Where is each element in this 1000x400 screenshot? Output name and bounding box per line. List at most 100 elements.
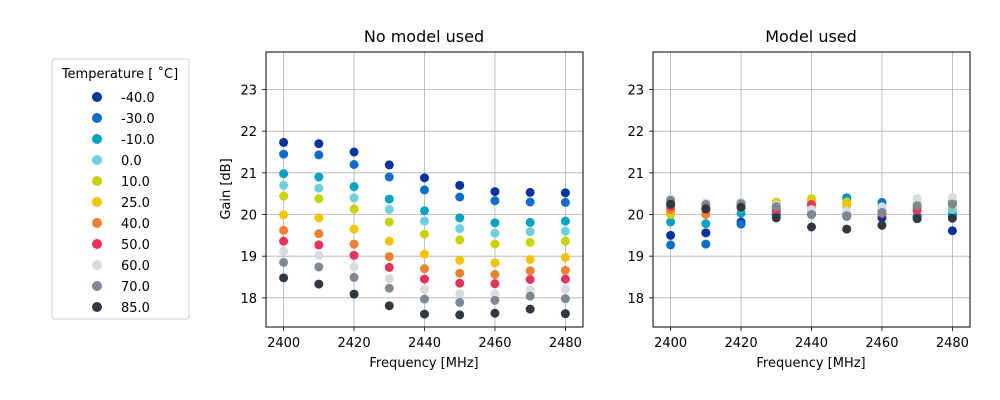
legend-label: 70.0: [121, 280, 150, 295]
x-tick-label: 2480: [549, 336, 582, 351]
data-point: [490, 270, 500, 279]
legend-label: -10.0: [121, 133, 155, 148]
data-point: [420, 274, 429, 284]
data-point: [490, 258, 500, 268]
legend-marker: [92, 302, 102, 312]
y-ticks: 18 19 20 21 22 23: [627, 84, 653, 307]
x-tick-label: 2460: [865, 336, 898, 351]
data-point: [525, 187, 535, 197]
data-point: [420, 229, 429, 239]
data-point: [420, 309, 429, 319]
data-point: [349, 289, 359, 299]
data-point: [384, 172, 394, 182]
data-point: [420, 285, 429, 294]
x-ticks: 2400 2420 2440 2460 2480: [267, 327, 582, 351]
data-point: [279, 191, 289, 201]
data-point: [490, 289, 500, 299]
data-point: [349, 224, 359, 234]
chart-no-model: No model used 2400 2420 2440 2460 2480 18 19 2…: [219, 27, 584, 371]
data-point: [842, 211, 852, 221]
data-point: [947, 213, 957, 223]
y-tick-label: 20: [240, 209, 257, 224]
data-point: [420, 264, 429, 274]
data-point: [947, 192, 957, 202]
x-tick-label: 2460: [478, 336, 511, 351]
data-point: [314, 150, 324, 160]
legend-marker: [92, 92, 102, 102]
data-point: [490, 228, 500, 238]
data-point: [560, 197, 570, 207]
data-point: [666, 217, 676, 227]
data-point: [525, 217, 535, 227]
data-point: [947, 199, 957, 209]
legend-frame: [51, 58, 190, 320]
data-point: [912, 194, 922, 204]
legend-label: -40.0: [121, 91, 155, 106]
legend-label: 0.0: [121, 154, 142, 169]
data-point: [314, 213, 324, 223]
data-point: [349, 250, 359, 260]
data-point: [701, 228, 711, 238]
data-point: [384, 160, 394, 170]
data-point: [701, 219, 711, 229]
data-point: [384, 236, 394, 246]
data-point: [314, 262, 324, 272]
data-point: [314, 250, 324, 260]
x-tick-label: 2400: [267, 336, 300, 351]
x-axis-label: Frequency [MHz]: [369, 356, 478, 371]
data-point: [279, 225, 289, 235]
data-point: [384, 205, 394, 214]
data-point: [455, 268, 465, 278]
legend-marker: [92, 113, 102, 123]
y-axis-label: Gain [dB]: [219, 158, 234, 219]
data-point: [947, 226, 957, 236]
data-point: [525, 275, 535, 284]
data-point: [771, 213, 781, 223]
legend-label: -30.0: [121, 112, 155, 127]
data-point: [560, 226, 570, 236]
data-point: [349, 272, 359, 282]
data-point: [560, 216, 570, 226]
legend-marker: [92, 197, 102, 207]
data-point: [455, 297, 465, 307]
legend-label: 25.0: [121, 196, 150, 211]
data-point: [490, 295, 500, 305]
legend-marker: [92, 281, 102, 291]
x-tick-label: 2420: [725, 336, 758, 351]
data-point: [877, 220, 887, 230]
data-point: [912, 201, 922, 211]
legend-title: Temperature [ ˚C]: [61, 66, 178, 82]
data-point: [455, 255, 465, 265]
data-point: [384, 283, 394, 293]
chart-model: Model used 2400 2420 2440 2460 2480 18 19 20 21…: [627, 27, 971, 371]
data-point: [384, 252, 394, 262]
legend-marker: [92, 155, 102, 165]
data-point: [807, 210, 816, 219]
data-point: [314, 139, 324, 149]
x-tick-label: 2440: [795, 336, 828, 351]
data-point: [420, 294, 429, 304]
data-point: [279, 210, 289, 220]
y-ticks: 18 19 20 21 22 23: [240, 84, 266, 307]
data-point: [455, 235, 465, 245]
data-point: [314, 194, 324, 204]
x-tick-label: 2400: [654, 336, 687, 351]
data-point: [560, 284, 570, 294]
x-tick-label: 2480: [936, 336, 969, 351]
data-point: [490, 196, 500, 206]
data-point: [490, 308, 500, 318]
data-point: [877, 207, 887, 217]
data-point: [560, 252, 570, 262]
legend-label: 60.0: [121, 259, 150, 274]
data-point: [349, 204, 359, 214]
x-ticks: 2400 2420 2440 2460 2480: [654, 327, 969, 351]
data-point: [279, 257, 289, 267]
data-point: [560, 309, 570, 319]
data-point: [455, 180, 465, 190]
legend-label: 50.0: [121, 238, 150, 253]
data-point: [525, 237, 535, 247]
legend-marker: [92, 134, 102, 144]
data-point: [490, 218, 500, 228]
data-point: [525, 266, 535, 276]
data-point: [455, 289, 465, 299]
